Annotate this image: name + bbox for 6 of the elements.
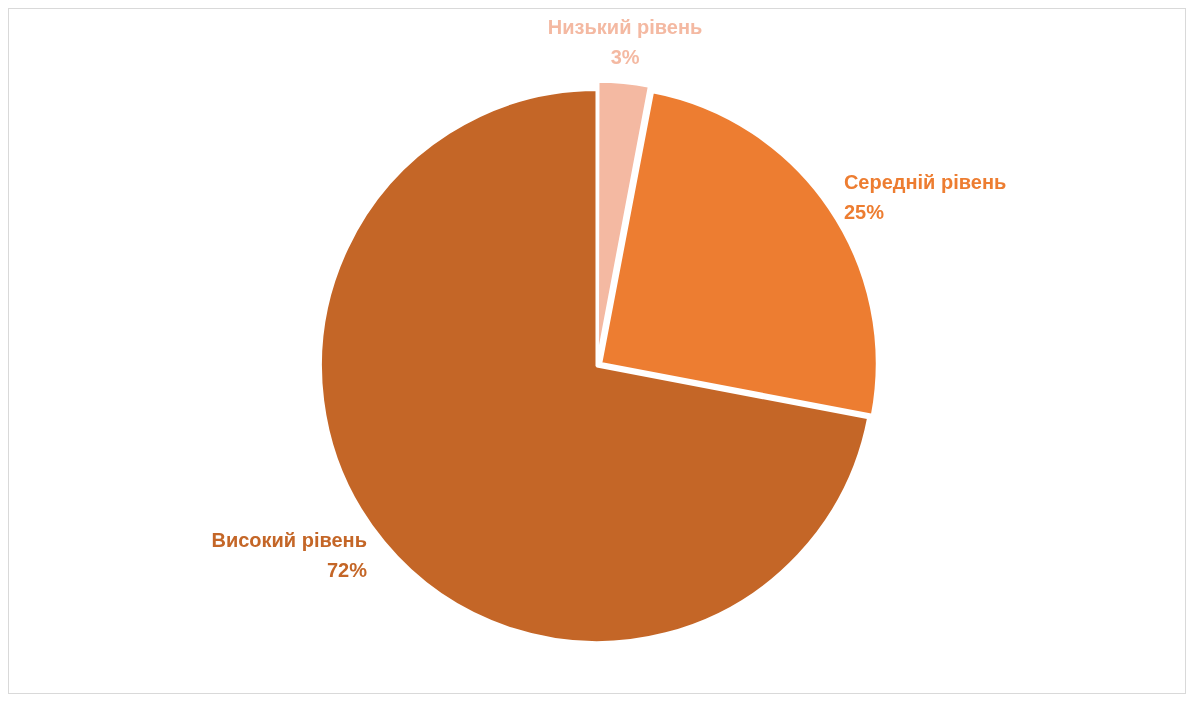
data-label: 72% bbox=[326, 558, 368, 581]
slice-label: Низький рівень bbox=[547, 16, 703, 39]
data-label: 25% bbox=[843, 200, 885, 223]
slice-label: Середній рівень bbox=[843, 170, 1007, 193]
slice-label: Високий рівень bbox=[211, 528, 367, 551]
data-label: 3% bbox=[610, 46, 640, 69]
